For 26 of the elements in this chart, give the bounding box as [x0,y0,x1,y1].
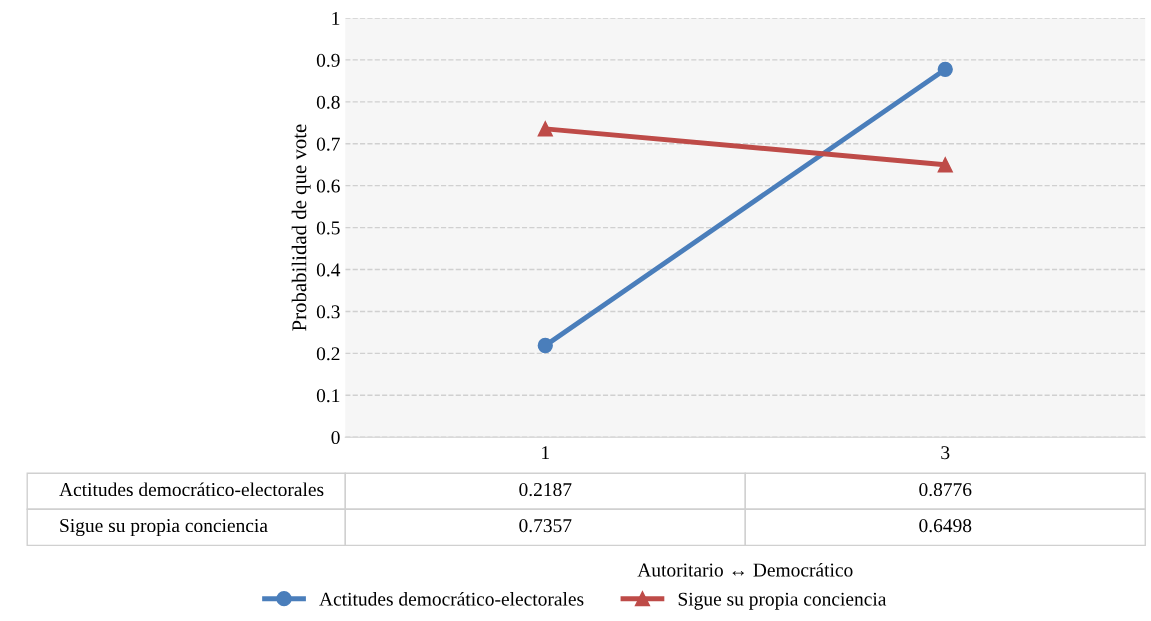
text: Actitudes democrático-electorales [59,482,324,497]
data-label: 0.6498 [919,519,972,533]
y-tick-label: 0.8 [316,95,340,109]
y-tick-label: 1 [332,11,340,25]
legend-label: Sigue su propia conciencia [678,592,887,610]
x-tick-label: 3 [941,446,950,460]
y-tick-label: 0.2 [316,347,340,361]
y-tick-label: 0 [331,431,340,445]
text: Autoritario ↔ Democrático [637,562,853,577]
y-axis-title: Probabilidad de que vote [291,124,311,331]
y-tick-label: 0.4 [316,263,341,277]
y-tick-label: 0.3 [316,305,340,319]
data-label: 0.2187 [519,483,572,497]
y-tick-label: 0.9 [316,53,340,67]
point [537,121,553,137]
y-tick-label: 0.6 [316,179,340,193]
data-label: 0.7357 [519,519,572,533]
y-tick-label: 0.5 [316,221,340,235]
point [937,61,953,77]
text: Sigue su propia conciencia [60,519,268,537]
legend-label: Actitudes democrático-electorales [319,591,584,606]
point [537,337,553,354]
data-label: 0.8776 [919,483,972,497]
y-tick-label: 0.1 [316,389,340,403]
y-tick-label: 0.7 [316,137,340,151]
point [937,157,953,173]
